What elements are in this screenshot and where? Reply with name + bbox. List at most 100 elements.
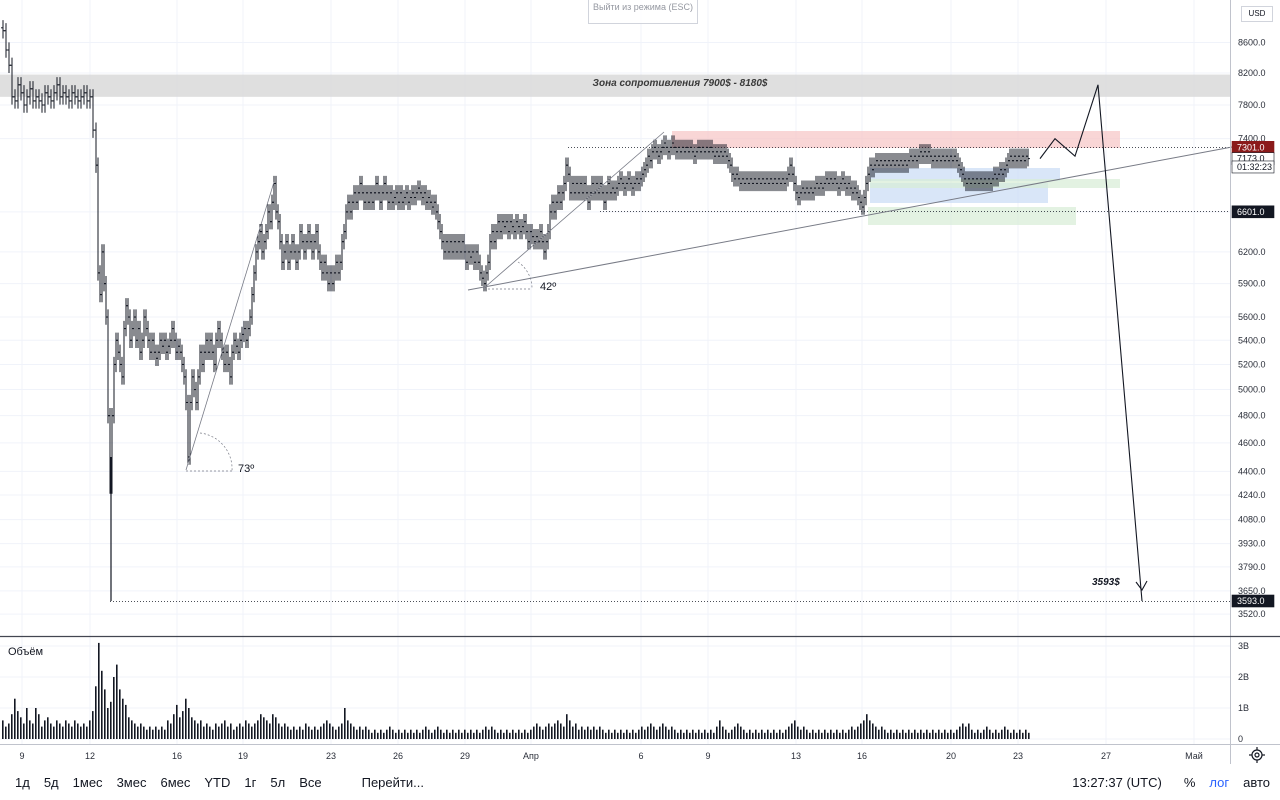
price-tick-label: 3520.0: [1238, 609, 1266, 619]
volume-bar: [788, 726, 790, 739]
resistance-zone-label: Зона сопротивления 7900$ - 8180$: [592, 78, 768, 89]
timeframe-5d[interactable]: 5д: [43, 774, 59, 790]
timeframe-1d[interactable]: 1д: [15, 774, 30, 790]
volume-bar: [890, 729, 892, 739]
volume-bar: [695, 732, 697, 739]
volume-bar: [437, 726, 439, 739]
goto-date-button[interactable]: Перейти...: [361, 774, 424, 790]
price-tags: 7301.0 7173.001:32:23 6601.0 3593.0: [1231, 141, 1275, 608]
target-price-label: 3593$: [1092, 577, 1120, 588]
volume-bar: [560, 723, 562, 739]
gear-icon[interactable]: [1249, 747, 1265, 763]
volume-bar: [515, 732, 517, 739]
timeframe-all[interactable]: Все: [299, 774, 322, 790]
volume-bar: [599, 726, 601, 739]
currency-badge[interactable]: USD: [1241, 6, 1273, 22]
volume-title[interactable]: Объём: [8, 646, 44, 658]
volume-bar: [56, 720, 58, 739]
volume-bar: [617, 732, 619, 739]
volume-bar: [908, 729, 910, 739]
price-axis[interactable]: 8600.08200.07800.07400.06600.06200.05900…: [1238, 38, 1266, 620]
exit-fullscreen-hint[interactable]: Выйти из режима (ESC): [588, 0, 698, 24]
volume-bar: [590, 729, 592, 739]
volume-bar: [134, 723, 136, 739]
trendline-73deg[interactable]: [185, 181, 275, 471]
red-zone[interactable]: [672, 131, 1120, 148]
volume-bar: [269, 723, 271, 739]
price-tick-label: 4240.0: [1238, 490, 1266, 500]
volume-bar: [152, 729, 154, 739]
log-scale-toggle[interactable]: лог: [1209, 774, 1230, 790]
resistance-zone[interactable]: [0, 74, 1230, 97]
volume-bar: [491, 726, 493, 739]
price-tag-label: 6601.0: [1237, 207, 1265, 217]
volume-bar: [14, 698, 16, 739]
volume-bar: [860, 723, 862, 739]
blue-zone[interactable]: [870, 168, 1060, 181]
volume-bar: [497, 732, 499, 739]
volume-bar: [782, 732, 784, 739]
date-axis[interactable]: 9 12 16 19 23 26 29 Апр 6 9 13 16 20 23 27 Май: [19, 751, 1202, 761]
volume-bar: [89, 720, 91, 739]
timeframe-5y[interactable]: 5л: [270, 774, 286, 790]
volume-bar: [623, 732, 625, 739]
volume-bar: [563, 726, 565, 739]
volume-bar: [20, 717, 22, 739]
volume-bar: [683, 732, 685, 739]
volume-bar: [110, 701, 112, 739]
timeframe-1m[interactable]: 1мес: [72, 774, 103, 790]
volume-bar: [803, 726, 805, 739]
volume-bar: [8, 723, 10, 739]
forecast-path[interactable]: [1039, 84, 1143, 602]
volume-bar: [758, 732, 760, 739]
price-tick-label: 8200.0: [1238, 68, 1266, 78]
volume-bar: [410, 729, 412, 739]
volume-bar: [68, 723, 70, 739]
volume-bar: [503, 732, 505, 739]
volume-bar: [830, 729, 832, 739]
volume-bar: [149, 726, 151, 739]
timeframe-6m[interactable]: 6мес: [160, 774, 191, 790]
volume-bar: [659, 726, 661, 739]
volume-bar: [644, 729, 646, 739]
volume-bar: [233, 729, 235, 739]
volume-bar: [653, 726, 655, 739]
volume-bar: [224, 720, 226, 739]
volume-bar: [335, 729, 337, 739]
volume-bar: [326, 720, 328, 739]
timeframe-ytd[interactable]: YTD: [204, 774, 231, 790]
volume-bar: [632, 729, 634, 739]
volume-bar: [980, 732, 982, 739]
volume-bar: [95, 686, 97, 739]
trendline-long[interactable]: [467, 146, 1233, 291]
auto-scale-toggle[interactable]: авто: [1243, 774, 1270, 790]
volume-bar: [107, 708, 109, 739]
timeframe-1y[interactable]: 1г: [244, 774, 257, 790]
price-chart[interactable]: 8600.08200.07800.07400.06600.06200.05900…: [0, 0, 1280, 764]
volume-bar: [32, 723, 34, 739]
volume-bar: [587, 726, 589, 739]
volume-axis[interactable]: 3B 2B 1B 0: [1238, 641, 1249, 744]
volume-bar: [806, 729, 808, 739]
percent-toggle[interactable]: %: [1183, 774, 1196, 790]
utc-clock[interactable]: 13:27:37 (UTC): [1072, 774, 1162, 790]
green-zone[interactable]: [870, 179, 1120, 188]
timeframe-3m[interactable]: 3мес: [116, 774, 147, 790]
volume-bar: [308, 726, 310, 739]
volume-bar: [656, 729, 658, 739]
volume-bar: [338, 726, 340, 739]
volume-bar: [53, 726, 55, 739]
volume-bar: [92, 711, 94, 739]
volume-bar: [797, 726, 799, 739]
volume-bar: [449, 732, 451, 739]
volume-bar: [710, 729, 712, 739]
volume-bar: [767, 729, 769, 739]
trendline-42deg[interactable]: [483, 131, 665, 289]
volume-bar: [422, 729, 424, 739]
volume-bar: [248, 723, 250, 739]
volume-bar: [404, 729, 406, 739]
volume-bar: [323, 723, 325, 739]
volume-bar: [881, 726, 883, 739]
volume-bar: [770, 732, 772, 739]
volume-bar: [353, 726, 355, 739]
